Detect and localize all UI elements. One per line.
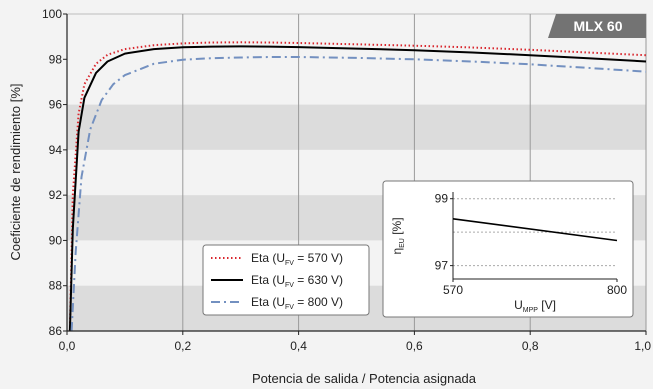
y-tick-label: 100 [42,7,62,21]
inset-x-label-main: U [514,298,523,312]
inset-axes [452,192,617,280]
y-tick-label: 96 [49,98,63,112]
legend-box [202,244,370,316]
inset-series-line [452,218,618,242]
y-tick-label: 92 [49,188,63,202]
y-axis-label: Coeficiente de rendimiento [%] [8,83,23,260]
legend-label-main: Eta (U [251,273,285,287]
inset-y-axis-label: ηEU [%] [390,217,406,254]
series-lines [68,41,647,332]
x-tick-label: 0,2 [174,339,191,353]
legend-label: Eta (UFV = 800 V) [251,295,343,311]
legend-label: Eta (UFV = 570 V) [251,251,343,267]
grid-band [67,104,646,150]
y-tick-label: 86 [49,324,63,338]
inset-y-tick-label: 97 [435,259,449,273]
inset-series-line [452,218,618,242]
x-tick-labels: 0,0 0,2 0,4 0,6 0,8 1,0 [59,339,652,353]
x-tick-label: 0,8 [522,339,539,353]
inset-y-label-sub: EU [399,238,406,248]
inset-tick-labels: 97 99 570 800 [435,192,628,297]
y-tick-label: 94 [49,143,63,157]
y-tick-label: 90 [49,233,63,247]
inset-y-label-tail: [%] [390,217,404,238]
inset-y-label-main: η [390,248,404,255]
inset-box [382,180,634,318]
inset-x-label-sub: MPP [523,307,539,314]
model-badge-shape [548,14,646,38]
inset-x-tick-label: 570 [443,283,463,297]
inset-x-label-tail: [V] [538,298,556,312]
legend-label-sub: FV [285,304,294,311]
legend-label-tail: = 570 V) [294,251,343,265]
legend-label-tail: = 630 V) [294,273,343,287]
x-tick-label: 0,0 [59,339,76,353]
inset-x-tick-label: 800 [607,283,627,297]
legend: Eta (UFV = 570 V)Eta (UFV = 630 V)Eta (U… [202,244,370,316]
legend-label: Eta (UFV = 630 V) [251,273,343,289]
series-line [68,45,647,332]
legend-label-tail: = 800 V) [294,295,343,309]
legend-label-main: Eta (U [251,295,285,309]
axes [63,13,647,335]
y-tick-labels: 86 88 90 92 94 96 98 100 [42,7,62,338]
inset-chart: 97 99 570 800 UMPP [V] ηEU [%] [382,180,634,318]
model-badge: MLX 60 [548,14,646,38]
legend-label-main: Eta (U [251,251,285,265]
legend-items: Eta (UFV = 570 V)Eta (UFV = 630 V)Eta (U… [211,251,343,311]
legend-label-sub: FV [285,260,294,267]
model-badge-label: MLX 60 [573,18,622,34]
y-tick-label: 88 [49,279,63,293]
x-tick-label: 0,4 [290,339,307,353]
inset-gridlines [453,198,617,267]
legend-label-sub: FV [285,282,294,289]
x-axis-label: Potencia de salida / Potencia asignada [252,371,477,386]
y-tick-label: 98 [49,52,63,66]
inset-y-tick-label: 99 [435,192,449,206]
x-tick-label: 1,0 [634,339,651,353]
x-tick-label: 0,6 [406,339,423,353]
inset-x-axis-label: UMPP [V] [514,298,556,314]
